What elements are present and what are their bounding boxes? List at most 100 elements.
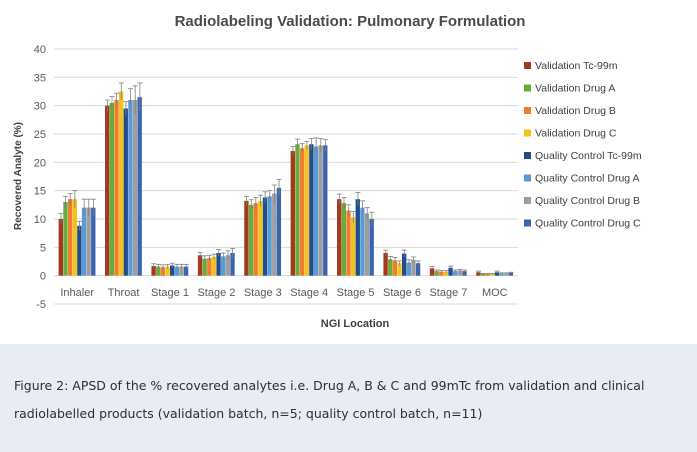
- bar: [318, 145, 323, 276]
- y-tick-label: 25: [34, 129, 46, 141]
- bars: [58, 91, 514, 276]
- error-bar: [169, 262, 175, 268]
- bar: [216, 253, 221, 276]
- x-tick-label: Stage 4: [290, 287, 328, 299]
- error-bar: [295, 138, 301, 150]
- error-bar: [322, 139, 328, 151]
- bar: [165, 266, 170, 276]
- error-bar: [494, 270, 500, 274]
- error-bar: [63, 195, 69, 208]
- error-bar: [406, 259, 412, 266]
- bar: [299, 148, 305, 276]
- error-bar: [72, 190, 78, 208]
- error-bar: [114, 92, 120, 107]
- legend-label: Quality Control Tc-99m: [535, 150, 642, 162]
- bar: [123, 108, 128, 276]
- bar: [156, 266, 161, 276]
- bar: [453, 271, 458, 276]
- error-bar: [485, 272, 491, 275]
- error-bar: [109, 96, 115, 110]
- error-bar: [248, 199, 254, 210]
- error-bar: [132, 85, 138, 115]
- error-bar: [318, 138, 324, 153]
- legend-item: Validation Drug B: [524, 105, 616, 117]
- error-bar: [401, 249, 407, 257]
- bar: [402, 253, 407, 276]
- error-bar: [392, 257, 398, 264]
- error-bar: [211, 253, 217, 260]
- x-tick-label: Inhaler: [60, 287, 94, 299]
- bar: [197, 255, 203, 276]
- error-bar: [151, 263, 157, 269]
- error-bar: [225, 250, 231, 260]
- legend-label: Validation Drug C: [535, 128, 617, 140]
- error-bar: [434, 269, 440, 273]
- bar: [151, 266, 156, 276]
- y-tick-label: 40: [34, 44, 46, 56]
- bar: [485, 273, 490, 276]
- bar: [179, 266, 184, 276]
- bar: [341, 203, 347, 276]
- bar: [63, 202, 68, 276]
- bar: [504, 273, 509, 276]
- error-bar: [369, 211, 375, 226]
- error-bar: [360, 200, 366, 215]
- error-bar: [179, 263, 185, 269]
- x-tick-label: Stage 3: [244, 287, 282, 299]
- error-bar: [508, 271, 514, 274]
- y-tick-label: -5: [36, 299, 46, 311]
- error-bar: [220, 252, 226, 260]
- error-bar: [165, 263, 171, 269]
- error-bar: [81, 198, 87, 217]
- bar: [225, 255, 231, 276]
- error-bar: [202, 255, 208, 262]
- error-bar: [137, 82, 143, 112]
- error-bar: [118, 82, 124, 100]
- error-bar: [67, 193, 73, 205]
- error-bar: [443, 270, 449, 273]
- bar: [81, 207, 87, 276]
- error-bar: [128, 88, 134, 112]
- y-tick-label: 20: [34, 157, 46, 169]
- error-bar: [355, 191, 361, 206]
- error-bar: [123, 101, 129, 116]
- error-bar: [438, 270, 444, 273]
- legend: Validation Tc-99m Validation Drug A Valida…: [524, 60, 642, 230]
- error-bar: [262, 191, 268, 204]
- bar: [350, 217, 356, 276]
- error-bar: [216, 249, 222, 257]
- legend-item: Validation Drug A: [524, 83, 615, 95]
- error-bar: [174, 263, 180, 269]
- bar: [262, 197, 268, 276]
- error-bar: [299, 143, 305, 153]
- bar: [86, 207, 91, 276]
- bar: [355, 199, 360, 276]
- bar: [392, 260, 398, 276]
- error-bar: [397, 260, 403, 266]
- error-bar: [304, 140, 310, 150]
- bar: [415, 263, 421, 276]
- bar: [202, 258, 207, 276]
- bar: [114, 100, 119, 276]
- error-bar: [462, 269, 468, 273]
- bar: [462, 271, 467, 276]
- error-bar: [197, 252, 203, 259]
- error-bar: [276, 178, 282, 197]
- bar: [494, 272, 500, 276]
- bar: [72, 199, 77, 276]
- legend-swatch: [524, 107, 531, 114]
- error-bar: [267, 190, 273, 202]
- legend-swatch: [524, 129, 531, 137]
- x-tick-label: MOC: [482, 287, 508, 299]
- legend-swatch: [524, 62, 531, 69]
- error-bar: [476, 270, 482, 274]
- bar: [406, 262, 411, 276]
- bar: [244, 200, 249, 276]
- error-bar: [383, 249, 389, 256]
- y-tick-label: 15: [34, 186, 46, 198]
- error-bar: [452, 269, 458, 273]
- error-bar: [457, 269, 463, 272]
- bar: [170, 265, 175, 276]
- error-bar: [86, 198, 92, 217]
- x-axis-ticks: Inhaler Throat Stage 1 Stage 2 Stage 3 Stage …: [60, 287, 507, 299]
